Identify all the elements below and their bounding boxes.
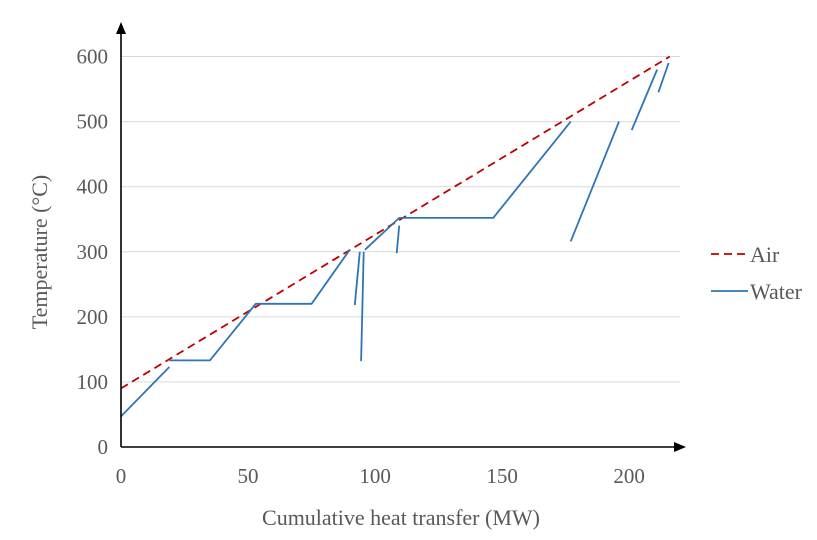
y-axis-title: Temperature (°C) bbox=[27, 175, 52, 329]
y-tick-label: 100 bbox=[77, 370, 109, 394]
gridlines bbox=[121, 56, 680, 383]
x-tick-label: 50 bbox=[238, 464, 259, 488]
x-tick-label: 150 bbox=[486, 464, 518, 488]
x-tick-label: 100 bbox=[359, 464, 391, 488]
legend-label-air: Air bbox=[750, 242, 780, 267]
y-tick-label: 200 bbox=[77, 305, 109, 329]
y-tick-label: 400 bbox=[77, 175, 109, 199]
series-water-segment-6 bbox=[569, 121, 620, 242]
series-water-segment-2 bbox=[353, 251, 361, 306]
series-water-segment-1 bbox=[169, 249, 351, 362]
y-tick-label: 500 bbox=[77, 110, 109, 134]
series-water-segment-0 bbox=[120, 366, 170, 418]
y-tick-label: 300 bbox=[77, 240, 109, 264]
legend-label-water: Water bbox=[750, 279, 803, 304]
y-tick-label: 0 bbox=[98, 435, 109, 459]
series-water-segment-8 bbox=[657, 62, 670, 93]
x-tick-label: 200 bbox=[613, 464, 645, 488]
y-tick-labels: 0 100 200 300 400 500 600 bbox=[77, 45, 109, 459]
legend: Air Water bbox=[711, 242, 803, 304]
series-water-segment-3 bbox=[360, 251, 365, 362]
series-layer bbox=[120, 55, 671, 418]
x-tick-labels: 0 50 100 150 200 bbox=[116, 464, 645, 488]
series-air-segment-0 bbox=[120, 55, 671, 390]
series-water-segment-5 bbox=[395, 225, 401, 254]
y-tick-label: 600 bbox=[77, 45, 109, 69]
x-axis-title: Cumulative heat transfer (MW) bbox=[262, 505, 540, 530]
axes bbox=[116, 22, 686, 452]
series-water-segment-7 bbox=[630, 69, 658, 131]
series-water-segment-4 bbox=[364, 121, 572, 251]
x-tick-label: 0 bbox=[116, 464, 127, 488]
